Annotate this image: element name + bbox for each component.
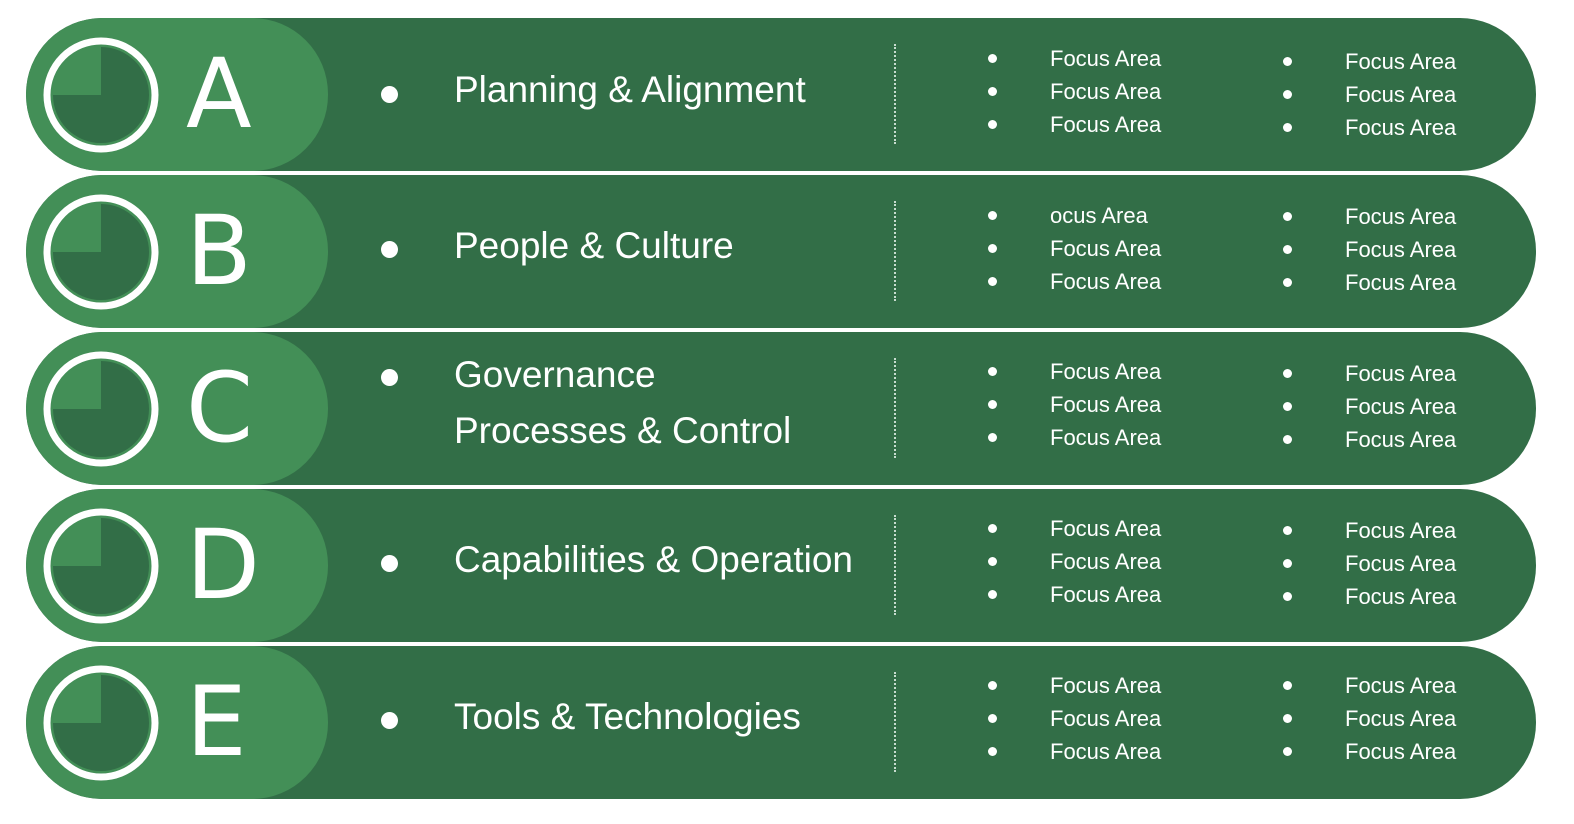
focus-area-label: Focus Area <box>1050 236 1162 261</box>
dotted-divider <box>894 201 896 301</box>
focus-area-label: Focus Area <box>1050 46 1162 71</box>
row-title-line: Tools & Technologies <box>454 696 801 737</box>
focus-area-label: Focus Area <box>1050 739 1162 764</box>
focus-area-label: Focus Area <box>1050 79 1162 104</box>
focus-area-label: Focus Area <box>1345 739 1457 764</box>
row-e: E Tools & Technologies Focus Area Focus … <box>26 646 1536 799</box>
bullet-icon <box>988 277 997 286</box>
row-b: B People & Culture ocus Area Focus Area … <box>26 175 1536 328</box>
focus-area-label: Focus Area <box>1345 584 1457 609</box>
bullet-icon <box>988 681 997 690</box>
bullet-icon <box>988 120 997 129</box>
bullet-icon <box>988 87 997 96</box>
dotted-divider <box>894 515 896 615</box>
row-title: Capabilities & Operation <box>454 532 853 588</box>
focus-area-label: Focus Area <box>1345 361 1457 386</box>
focus-area-label: Focus Area <box>1345 237 1457 262</box>
row-letter: D <box>186 509 260 621</box>
bullet-icon <box>988 714 997 723</box>
focus-area-label: Focus Area <box>1050 549 1162 574</box>
row-title-line: Processes & Control <box>454 410 792 451</box>
focus-area-label: Focus Area <box>1050 425 1162 450</box>
title-bullet <box>381 86 398 103</box>
focus-area-label: Focus Area <box>1050 359 1162 384</box>
bullet-icon <box>1283 90 1292 99</box>
bullet-icon <box>1283 278 1292 287</box>
bullet-icon <box>1283 435 1292 444</box>
bullet-icon <box>1283 369 1292 378</box>
bullet-icon <box>988 400 997 409</box>
bullet-icon <box>1283 714 1292 723</box>
dotted-divider <box>894 44 896 144</box>
bullet-icon <box>988 367 997 376</box>
bullet-icon <box>988 590 997 599</box>
focus-area-label: Focus Area <box>1050 706 1162 731</box>
row-letter: E <box>186 666 247 778</box>
clock-icon <box>43 194 159 310</box>
bullet-icon <box>988 557 997 566</box>
focus-area-label: Focus Area <box>1050 582 1162 607</box>
focus-area-label: Focus Area <box>1345 49 1457 74</box>
title-bullet <box>381 712 398 729</box>
bullet-icon <box>1283 559 1292 568</box>
focus-area-label: Focus Area <box>1050 269 1162 294</box>
bullet-icon <box>1283 681 1292 690</box>
focus-area-label: Focus Area <box>1050 392 1162 417</box>
row-title: Planning & Alignment <box>454 62 806 118</box>
focus-area-label: Focus Area <box>1050 112 1162 137</box>
focus-area-label: Focus Area <box>1050 516 1162 541</box>
focus-area-label: Focus Area <box>1050 673 1162 698</box>
clock-icon <box>43 351 159 467</box>
row-d: D Capabilities & Operation Focus Area Fo… <box>26 489 1536 642</box>
bullet-icon <box>1283 526 1292 535</box>
bullet-icon <box>1283 592 1292 601</box>
row-title: Governance Processes & Control <box>454 347 791 459</box>
row-title-line: Governance <box>454 354 656 395</box>
row-letter: B <box>186 195 252 307</box>
focus-area-label: Focus Area <box>1345 706 1457 731</box>
bullet-icon <box>988 54 997 63</box>
focus-area-label: Focus Area <box>1345 270 1457 295</box>
dotted-divider <box>894 358 896 458</box>
focus-area-label: Focus Area <box>1345 673 1457 698</box>
bullet-icon <box>1283 747 1292 756</box>
clock-icon <box>43 37 159 153</box>
focus-area-label: Focus Area <box>1345 82 1457 107</box>
bullet-icon <box>1283 123 1292 132</box>
focus-area-label: Focus Area <box>1345 394 1457 419</box>
clock-icon <box>43 508 159 624</box>
focus-area-label: Focus Area <box>1345 518 1457 543</box>
focus-area-label: ocus Area <box>1050 203 1148 228</box>
bullet-icon <box>988 433 997 442</box>
row-a: A Planning & Alignment Focus Area Focus … <box>26 18 1536 171</box>
row-title-line: Planning & Alignment <box>454 69 806 110</box>
title-bullet <box>381 241 398 258</box>
row-c: C Governance Processes & Control Focus A… <box>26 332 1536 485</box>
row-letter: C <box>186 352 254 464</box>
bullet-icon <box>988 524 997 533</box>
clock-icon <box>43 665 159 781</box>
title-bullet <box>381 369 398 386</box>
dotted-divider <box>894 672 896 772</box>
bullet-icon <box>1283 212 1292 221</box>
bullet-icon <box>1283 402 1292 411</box>
bullet-icon <box>988 747 997 756</box>
title-bullet <box>381 555 398 572</box>
focus-area-label: Focus Area <box>1345 551 1457 576</box>
row-title: Tools & Technologies <box>454 689 801 745</box>
focus-area-label: Focus Area <box>1345 115 1457 140</box>
row-title-line: Capabilities & Operation <box>454 539 853 580</box>
row-title-line: People & Culture <box>454 225 734 266</box>
bullet-icon <box>988 244 997 253</box>
row-letter: A <box>186 38 252 150</box>
bullet-icon <box>988 211 997 220</box>
bullet-icon <box>1283 245 1292 254</box>
focus-area-label: Focus Area <box>1345 427 1457 452</box>
row-title: People & Culture <box>454 218 734 274</box>
bullet-icon <box>1283 57 1292 66</box>
focus-area-label: Focus Area <box>1345 204 1457 229</box>
